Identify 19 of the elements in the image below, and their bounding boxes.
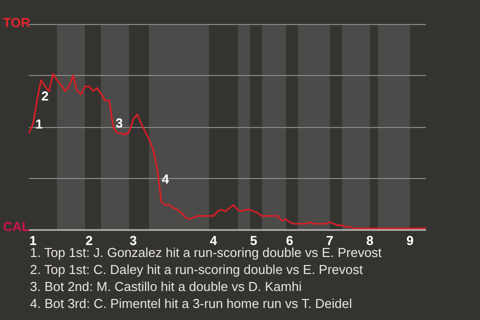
- x-tick-label: 3: [130, 233, 137, 248]
- text: 1. Top 1st: J. Gonzalez hit a run-scoring double vs E. Prevost: [30, 245, 382, 260]
- annotation: 3: [116, 116, 123, 130]
- x-tick-label: 2: [86, 233, 93, 248]
- annotation: CAL: [3, 219, 30, 234]
- text: 3. Bot 2nd: M. Castillo hit a double vs D. Kamhi: [30, 279, 302, 294]
- x-tick-label: 7: [326, 233, 334, 248]
- text: 4. Bot 3rd: C. Pimentel hit a 3-run home run vs T. Deidel: [30, 296, 352, 311]
- x-tick-label: 1: [29, 233, 37, 248]
- x-tick-label: 6: [286, 233, 294, 248]
- annotation: 1: [35, 116, 43, 132]
- x-tick-label: 9: [406, 233, 414, 248]
- x-tick-label: 5: [250, 233, 258, 248]
- text: 2. Top 1st: C. Daley hit a run-scoring double vs E. Prevost: [30, 262, 364, 277]
- text: TOR: [3, 15, 31, 30]
- x-tick-label: 8: [366, 233, 374, 248]
- x-tick-label: 4: [210, 233, 218, 248]
- annotation: 4: [162, 172, 170, 187]
- annotation: 2: [41, 88, 49, 104]
